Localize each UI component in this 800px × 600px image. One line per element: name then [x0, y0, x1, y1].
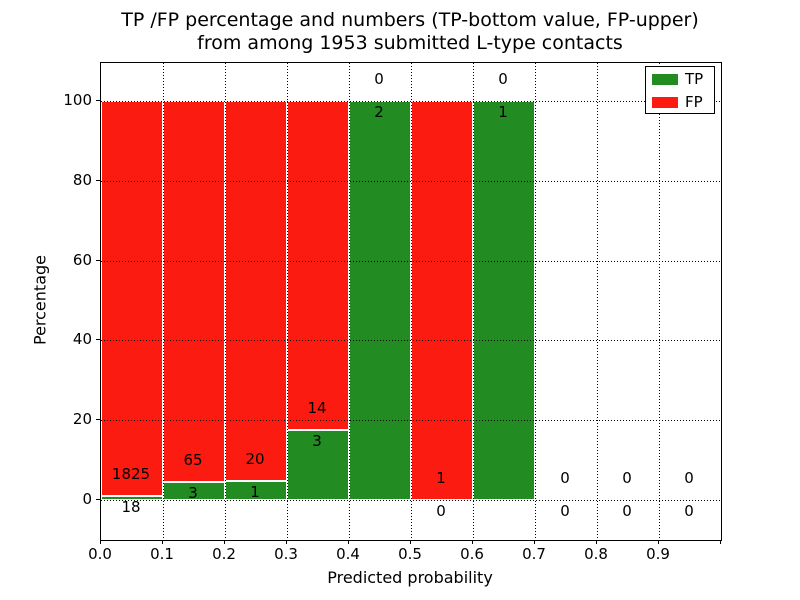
x-tick-8 [596, 540, 597, 544]
gridline-y-60 [101, 260, 721, 262]
gridline-y-80 [101, 180, 721, 182]
bar-fp-0.5 [411, 101, 473, 500]
fp-count-label-7: 0 [560, 469, 570, 487]
tp-count-label-6: 1 [498, 103, 508, 121]
bar-tp-0.0 [101, 496, 163, 500]
y-tick-label-0: 0 [82, 490, 92, 508]
bar-fp-0.0 [101, 101, 163, 497]
legend-label-fp: FP [685, 93, 703, 111]
x-tick-5 [410, 540, 411, 544]
x-tick-6 [472, 540, 473, 544]
x-tick-label-0.5: 0.5 [398, 545, 422, 563]
x-tick-2 [224, 540, 225, 544]
y-tick-label-100: 100 [63, 91, 92, 109]
tp-count-label-8: 0 [622, 502, 632, 520]
gridline-y-100 [101, 101, 721, 102]
y-tick-80 [96, 179, 100, 181]
bar-tp-0.6 [473, 101, 535, 500]
y-tick-label-60: 60 [72, 250, 92, 269]
fp-count-label-5: 1 [436, 469, 446, 487]
y-axis-label: Percentage [30, 254, 50, 346]
y-tick-label-40: 40 [72, 330, 92, 349]
gridline-y-20 [101, 420, 721, 422]
bar-tp-0.3 [287, 429, 349, 500]
chart-title-line2: from among 1953 submitted L-type contact… [197, 32, 623, 54]
gridline-x-0.1 [163, 63, 164, 540]
x-tick-label-0.7: 0.7 [522, 545, 546, 563]
bar-fp-0.2 [225, 101, 287, 481]
fp-count-label-8: 0 [622, 469, 632, 487]
legend-row-tp: TP [646, 69, 714, 90]
x-tick-3 [286, 540, 287, 544]
gridline-y-0 [101, 500, 721, 501]
x-tick-label-0.2: 0.2 [212, 545, 236, 563]
x-tick-label-0.8: 0.8 [584, 545, 608, 563]
y-tick-100 [96, 100, 100, 101]
y-tick-40 [96, 339, 100, 341]
tp-count-label-4: 2 [374, 103, 384, 121]
x-tick-label-0.0: 0.0 [88, 545, 112, 563]
legend-label-tp: TP [685, 70, 704, 88]
y-tick-label-20: 20 [72, 410, 92, 429]
x-tick-label-0.4: 0.4 [336, 545, 360, 563]
gridline-x-0.9 [659, 63, 660, 540]
y-tick-label-80: 80 [72, 170, 92, 189]
x-tick-10 [720, 540, 721, 544]
gridline-x-0.8 [597, 63, 598, 540]
y-tick-20 [96, 419, 100, 421]
tp-count-label-5: 0 [436, 502, 446, 520]
gridline-x-0.4 [349, 63, 350, 540]
x-tick-1 [162, 540, 163, 544]
fp-count-label-0: 1825 [111, 465, 151, 484]
chart-title-line1: TP /FP percentage and numbers (TP-bottom… [121, 9, 699, 31]
tp-count-label-1: 3 [188, 484, 198, 503]
fp-count-label-9: 0 [684, 469, 694, 487]
gridline-x-0.2 [225, 63, 226, 540]
y-tick-0 [96, 499, 100, 500]
x-tick-label-0.1: 0.1 [150, 545, 174, 563]
legend-row-fp: FP [646, 92, 714, 113]
gridline-x-0.6 [473, 63, 474, 540]
tp-count-label-2: 1 [250, 483, 260, 501]
tp-count-label-0: 18 [121, 498, 141, 517]
tp-count-label-7: 0 [560, 502, 570, 520]
x-tick-label-0.6: 0.6 [460, 545, 484, 563]
x-tick-7 [534, 540, 535, 544]
tp-count-label-3: 3 [312, 431, 322, 450]
tp-count-label-9: 0 [684, 502, 694, 520]
plot-area [100, 62, 722, 541]
fp-count-label-6: 0 [498, 70, 508, 88]
gridline-x-0.3 [287, 63, 288, 540]
gridline-x-0.7 [535, 63, 536, 540]
bar-tp-0.4 [349, 101, 411, 500]
x-tick-4 [348, 540, 349, 544]
x-axis-label: Predicted probability [327, 568, 493, 587]
x-tick-label-0.9: 0.9 [646, 545, 670, 563]
x-tick-0 [100, 540, 101, 544]
y-tick-60 [96, 259, 100, 261]
x-tick-9 [658, 540, 659, 544]
gridline-x-0.5 [411, 63, 412, 540]
fp-count-label-4: 0 [374, 70, 384, 88]
x-tick-label-0.3: 0.3 [274, 545, 298, 563]
gridline-y-40 [101, 340, 721, 342]
fp-count-label-2: 20 [245, 450, 265, 468]
fp-count-label-1: 65 [183, 451, 203, 470]
legend-swatch-tp [652, 74, 678, 85]
legend-swatch-fp [652, 97, 678, 108]
bar-fp-0.1 [163, 101, 225, 483]
fp-count-label-3: 14 [307, 398, 327, 417]
legend: TP FP [645, 66, 715, 114]
bar-fp-0.3 [287, 101, 349, 430]
